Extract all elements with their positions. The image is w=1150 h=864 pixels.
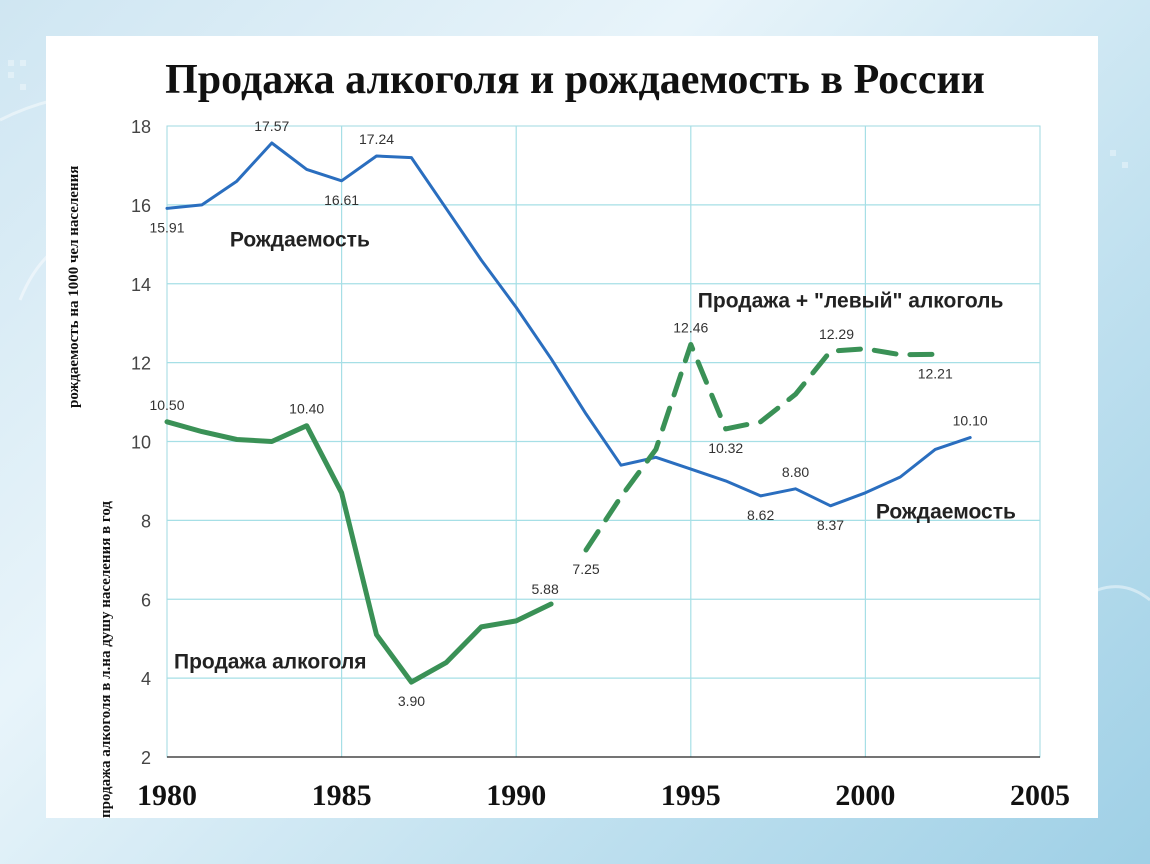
y-tick-label: 2	[141, 748, 151, 768]
data-label: 12.21	[918, 365, 953, 381]
data-label: 8.62	[747, 507, 774, 523]
series-line-alcohol_total	[583, 342, 938, 553]
y-tick-label: 6	[141, 590, 151, 610]
data-label: 16.61	[324, 192, 359, 208]
y-tick-label: 12	[131, 354, 151, 374]
x-tick-label: 2000	[835, 779, 895, 812]
y-tick-label: 4	[141, 669, 151, 689]
x-tick-label: 1995	[661, 779, 721, 812]
series-line-alcohol	[164, 419, 554, 685]
series-annotation: Продажа алкоголя	[174, 650, 367, 673]
data-label: 10.40	[289, 401, 324, 417]
data-label: 12.29	[819, 326, 854, 342]
data-label: 10.50	[149, 397, 184, 413]
data-label: 17.57	[254, 118, 289, 134]
chart-title: Продажа алкоголя и рождаемость в России	[165, 57, 985, 103]
data-label: 3.90	[398, 693, 425, 709]
series-annotation: Рождаемость	[876, 500, 1016, 523]
data-label: 10.10	[953, 413, 988, 429]
x-tick-label: 1985	[312, 779, 372, 812]
data-label: 15.91	[149, 219, 184, 235]
y-tick-label: 14	[131, 275, 151, 295]
series-annotation: Продажа + "левый" алкоголь	[698, 289, 1004, 312]
data-label: 7.25	[572, 561, 599, 577]
data-label: 8.80	[782, 464, 809, 480]
data-label: 5.88	[531, 581, 558, 597]
y-tick-label: 16	[131, 196, 151, 216]
data-label: 8.37	[817, 517, 844, 533]
y-tick-label: 10	[131, 433, 151, 453]
x-tick-label: 1990	[486, 779, 546, 812]
y-tick-label: 8	[141, 511, 151, 531]
series-annotation: Рождаемость	[230, 228, 370, 251]
y-tick-label: 18	[131, 117, 151, 137]
data-label: 12.46	[673, 319, 708, 335]
x-tick-label: 2005	[1010, 779, 1070, 812]
data-label: 10.32	[708, 440, 743, 456]
x-tick-label: 1980	[137, 779, 197, 812]
series-line-birth	[165, 141, 972, 508]
data-label: 17.24	[359, 131, 394, 147]
